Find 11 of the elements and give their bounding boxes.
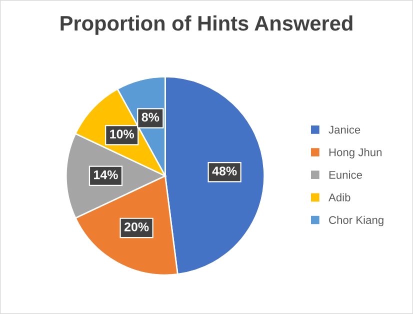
- chart-title: Proportion of Hints Answered: [60, 15, 352, 35]
- data-label: 8%: [142, 112, 160, 122]
- legend-label: Hong Jhun: [329, 148, 382, 158]
- legend-label: Janice: [328, 126, 360, 134]
- legend-label: Adib: [328, 193, 350, 202]
- data-label: 48%: [212, 166, 237, 176]
- data-label: 14%: [94, 170, 118, 180]
- legend-label: Chor Kiang: [329, 216, 384, 226]
- data-label: 20%: [124, 222, 149, 232]
- data-label: 10%: [110, 130, 134, 138]
- legend-label: Eunice: [329, 170, 362, 179]
